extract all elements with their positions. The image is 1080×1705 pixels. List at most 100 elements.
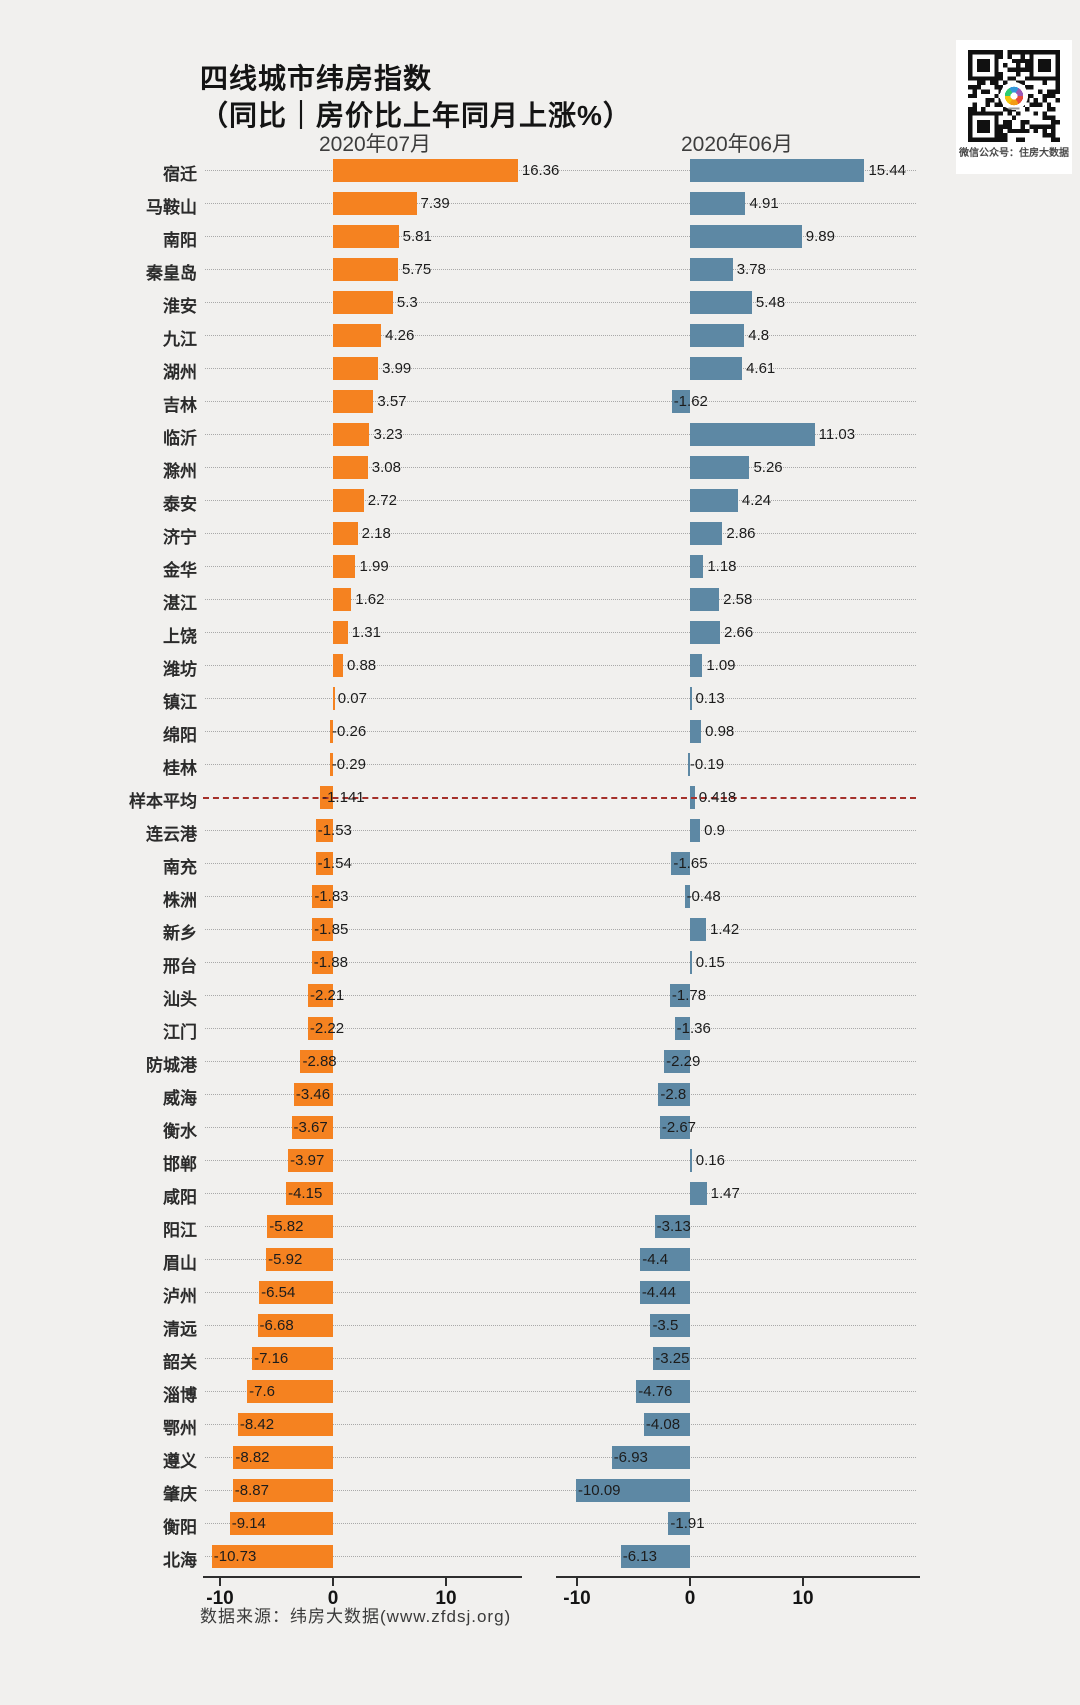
leader-line bbox=[205, 599, 916, 600]
city-label: 泸州 bbox=[163, 1287, 197, 1306]
city-label: 南充 bbox=[163, 858, 197, 877]
x-axis bbox=[203, 1576, 522, 1578]
leader-line bbox=[205, 1556, 916, 1557]
value-label: -0.19 bbox=[689, 756, 725, 773]
leader-line bbox=[205, 269, 916, 270]
value-label: -2.67 bbox=[661, 1119, 697, 1136]
value-bar bbox=[333, 522, 358, 545]
value-label: 4.26 bbox=[385, 327, 415, 344]
value-bar bbox=[267, 1215, 333, 1238]
value-bar bbox=[690, 1182, 707, 1205]
value-bar bbox=[687, 753, 690, 776]
value-bar bbox=[333, 588, 352, 611]
x-tick bbox=[332, 1578, 334, 1586]
value-label: -4.4 bbox=[642, 1251, 669, 1268]
value-label: -1.83 bbox=[314, 888, 349, 905]
city-label: 衡水 bbox=[163, 1122, 197, 1141]
x-tick-label: 10 bbox=[792, 1588, 814, 1609]
value-bar bbox=[669, 984, 690, 1007]
value-label: -1.65 bbox=[673, 855, 708, 872]
value-label: -4.76 bbox=[638, 1383, 673, 1400]
qr-caption: 微信公众号：住房大数据 bbox=[959, 148, 1069, 159]
city-label: 眉山 bbox=[163, 1254, 197, 1273]
value-label: 1.42 bbox=[710, 921, 740, 938]
value-label: 11.03 bbox=[818, 426, 856, 443]
leader-line bbox=[205, 962, 916, 963]
city-label: 遵义 bbox=[163, 1452, 197, 1471]
value-bar bbox=[636, 1380, 690, 1403]
value-label: 0.16 bbox=[695, 1152, 725, 1169]
value-label: -8.82 bbox=[235, 1449, 270, 1466]
city-label: 邯郸 bbox=[163, 1155, 197, 1174]
value-bar bbox=[690, 687, 692, 710]
leader-line bbox=[205, 830, 916, 831]
city-label: 威海 bbox=[163, 1089, 197, 1108]
leader-line bbox=[205, 533, 916, 534]
value-bar bbox=[315, 852, 333, 875]
value-label: -5.82 bbox=[269, 1218, 304, 1235]
city-label: 马鞍山 bbox=[146, 198, 197, 217]
value-label: -6.93 bbox=[613, 1449, 648, 1466]
x-axis bbox=[556, 1576, 920, 1578]
value-label: -2.8 bbox=[660, 1086, 687, 1103]
city-label: 清远 bbox=[163, 1320, 197, 1339]
value-bar bbox=[315, 819, 333, 842]
leader-line bbox=[205, 995, 916, 996]
value-label: 5.81 bbox=[402, 228, 432, 245]
leader-line bbox=[205, 566, 916, 567]
leader-line bbox=[205, 170, 916, 171]
value-label: 2.72 bbox=[367, 492, 397, 509]
value-label: 1.99 bbox=[359, 558, 389, 575]
value-label: 4.91 bbox=[749, 195, 779, 212]
value-bar bbox=[690, 588, 720, 611]
leader-line bbox=[205, 368, 916, 369]
value-bar bbox=[690, 555, 704, 578]
panel-header-july: 2020年07月 bbox=[318, 133, 432, 156]
value-label: -0.26 bbox=[332, 723, 367, 740]
city-label: 金华 bbox=[163, 561, 197, 580]
x-tick-label: 0 bbox=[684, 1588, 696, 1609]
value-bar bbox=[650, 1314, 690, 1337]
city-label: 阳江 bbox=[163, 1221, 197, 1240]
leader-line bbox=[205, 1325, 916, 1326]
city-label: 济宁 bbox=[163, 528, 197, 547]
value-label: -1.141 bbox=[322, 789, 365, 806]
leader-line bbox=[205, 1028, 916, 1029]
value-bar bbox=[333, 555, 356, 578]
value-label: 1.47 bbox=[710, 1185, 740, 1202]
leader-line bbox=[205, 1226, 916, 1227]
value-label: 4.61 bbox=[746, 360, 776, 377]
city-label: 北海 bbox=[163, 1551, 197, 1570]
value-bar bbox=[659, 1116, 690, 1139]
x-tick bbox=[689, 1578, 691, 1586]
leader-line bbox=[205, 1127, 916, 1128]
value-bar bbox=[311, 951, 333, 974]
value-bar bbox=[690, 489, 738, 512]
value-bar bbox=[690, 357, 743, 380]
value-bar bbox=[690, 225, 802, 248]
value-bar bbox=[333, 324, 382, 347]
city-label: 咸阳 bbox=[163, 1188, 197, 1207]
sample-average-line bbox=[203, 797, 916, 799]
value-bar bbox=[211, 1545, 333, 1568]
value-bar bbox=[658, 1083, 690, 1106]
value-label: -1.54 bbox=[317, 855, 352, 872]
city-label: 新乡 bbox=[163, 924, 197, 943]
value-label: 0.418 bbox=[698, 789, 737, 806]
city-label: 桂林 bbox=[163, 759, 197, 778]
city-label: 绵阳 bbox=[163, 726, 197, 745]
leader-line bbox=[205, 236, 916, 237]
value-label: -6.13 bbox=[622, 1548, 657, 1565]
value-bar bbox=[293, 1083, 333, 1106]
leader-line bbox=[205, 1424, 916, 1425]
city-label: 肇庆 bbox=[163, 1485, 197, 1504]
value-label: 5.48 bbox=[755, 294, 786, 311]
city-label: 秦皇岛 bbox=[146, 264, 197, 283]
value-label: 5.26 bbox=[753, 459, 783, 476]
city-label: 淮安 bbox=[163, 297, 197, 316]
value-label: -10.09 bbox=[577, 1482, 621, 1499]
value-bar bbox=[333, 456, 368, 479]
value-label: 5.75 bbox=[401, 261, 432, 278]
value-bar bbox=[690, 324, 745, 347]
value-label: -9.14 bbox=[231, 1515, 266, 1532]
